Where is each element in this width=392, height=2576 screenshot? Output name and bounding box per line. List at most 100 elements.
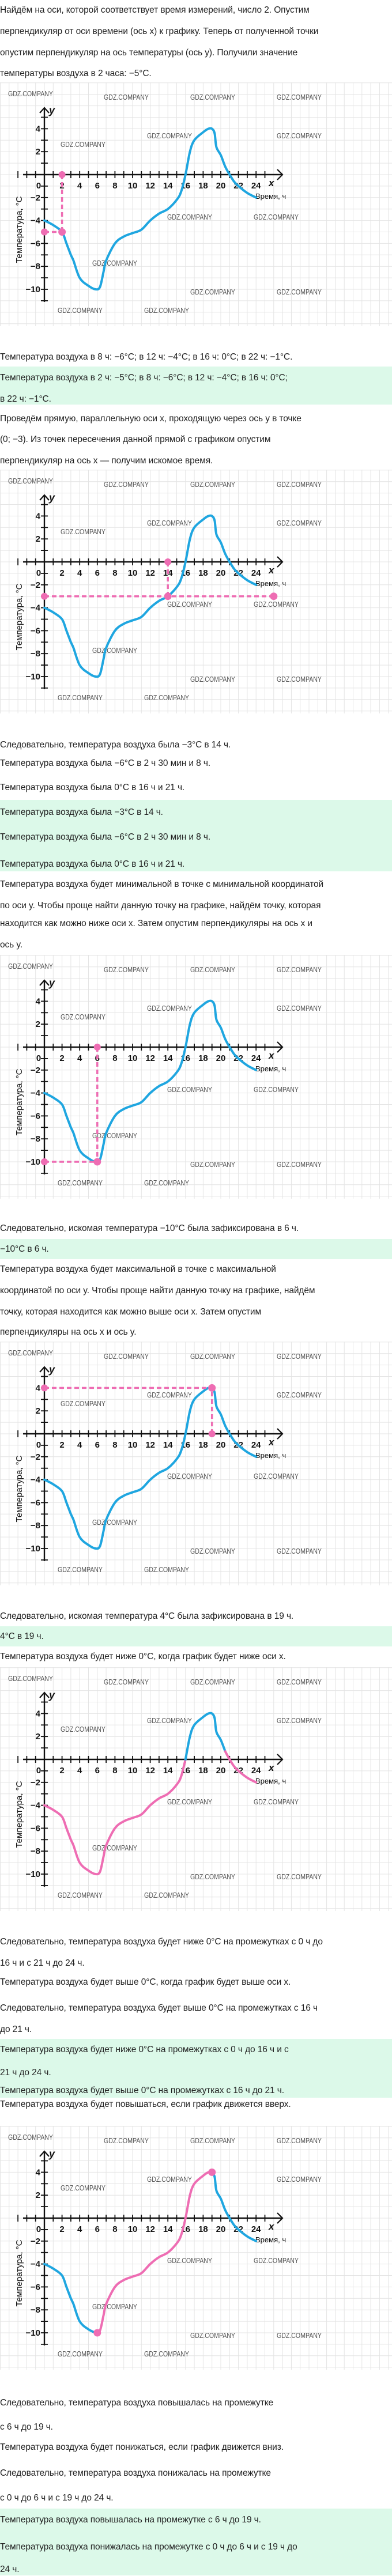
y-tick-label: −2	[31, 1452, 40, 1462]
answer-line: 21 ч до 24 ч.	[0, 2068, 51, 2078]
watermark: GDZ.COMPANY	[277, 1352, 322, 1361]
y-axis-name: y	[48, 1364, 55, 1376]
y-tick-label: 2	[36, 1019, 40, 1029]
watermark: GDZ.COMPANY	[277, 93, 322, 101]
watermark: GDZ.COMPANY	[61, 2184, 105, 2192]
answer-line: 4°C в 19 ч.	[0, 1631, 44, 1641]
extremum-marker	[93, 2329, 101, 2337]
y-axis-point-marker	[41, 228, 48, 236]
y-tick-label: −6	[31, 1823, 40, 1833]
text-line: Проведём прямую, параллельную оси x, про…	[0, 414, 301, 424]
y-tick-label: −10	[26, 1157, 40, 1167]
watermark: GDZ.COMPANY	[277, 519, 322, 527]
y-tick-label: −4	[31, 603, 41, 613]
y-axis-name: y	[48, 105, 55, 116]
x-tick-label: 8	[112, 2224, 117, 2234]
x-tick-label: 8	[112, 1766, 117, 1776]
watermark: GDZ.COMPANY	[277, 1678, 322, 1686]
text-line: Температура воздуха будет ниже 0°C, когд…	[0, 1652, 286, 1661]
x-axis-arrow-icon	[277, 1041, 284, 1053]
temperature-curve	[43, 514, 258, 678]
text-line: координатой по оси y. Чтобы проще найти …	[0, 1286, 315, 1295]
watermark: GDZ.COMPANY	[147, 1716, 192, 1725]
y-tick-label: −8	[31, 1134, 40, 1144]
x-axis-name: x	[268, 565, 275, 576]
watermark: GDZ.COMPANY	[92, 1844, 137, 1852]
text-line: Температура воздуха в 8 ч: −6°C; в 12 ч:…	[0, 352, 293, 362]
watermark: GDZ.COMPANY	[254, 2256, 299, 2265]
watermark: GDZ.COMPANY	[167, 1797, 212, 1806]
x-axis-name: x	[268, 177, 275, 188]
x-tick-label: 8	[112, 181, 117, 191]
watermark: GDZ.COMPANY	[61, 1725, 105, 1733]
y-tick-label: 2	[36, 2190, 40, 2200]
watermark: GDZ.COMPANY	[144, 1179, 189, 1187]
y-axis-point-marker	[41, 1384, 48, 1392]
x-tick-label: 10	[128, 181, 138, 191]
chart-svg: GDZ.COMPANY GDZ.COMPANY GDZ.COMPANY GDZ.COM…	[0, 1342, 392, 1585]
x-tick-label: 6	[95, 1440, 100, 1450]
y-tick-label: −10	[26, 672, 40, 682]
watermark: GDZ.COMPANY	[61, 140, 105, 149]
y-axis-point-marker	[41, 1158, 48, 1165]
answer-line: Температура воздуха была −3°C в 14 ч.	[0, 807, 163, 817]
y-tick-label: −2	[31, 193, 40, 203]
text-line: (0; −3). Из точек пересечения данной пря…	[0, 435, 271, 444]
watermark: GDZ.COMPANY	[147, 519, 192, 527]
y-axis-arrow-icon	[39, 2150, 50, 2157]
x-tick-label: 2	[59, 1053, 64, 1063]
x-tick-label: 14	[163, 181, 173, 191]
watermark: GDZ.COMPANY	[104, 2136, 149, 2145]
y-tick-label: −4	[31, 1089, 41, 1098]
watermark: GDZ.COMPANY	[190, 2331, 235, 2340]
x-axis-label: Время, ч	[255, 1064, 286, 1073]
y-tick-label: 4	[36, 124, 41, 134]
y-tick-label: −8	[31, 2305, 40, 2315]
x-tick-label: 4	[77, 568, 82, 578]
x-tick-label: 24	[251, 181, 261, 191]
x-tick-label: 24	[251, 2224, 261, 2234]
text-line: Следовательно, температура воздуха пониж…	[0, 2468, 271, 2478]
y-tick-label: −4	[31, 1475, 41, 1485]
x-tick-label: 10	[128, 1440, 138, 1450]
x-tick-label: 4	[77, 181, 82, 191]
watermark: GDZ.COMPANY	[277, 1547, 322, 1555]
watermark: GDZ.COMPANY	[144, 1891, 189, 1899]
chart-svg: GDZ.COMPANY GDZ.COMPANY GDZ.COMPANY GDZ.COM…	[0, 955, 392, 1199]
answer-line: 24 ч.	[0, 2564, 20, 2574]
watermark: GDZ.COMPANY	[190, 2136, 235, 2145]
text-line: Температура воздуха будет выше 0°C, когд…	[0, 1977, 291, 1987]
x-tick-label: 2	[59, 1766, 64, 1776]
y-axis-name: y	[48, 492, 55, 504]
y-axis-arrow-icon	[39, 979, 50, 986]
answer-box	[0, 367, 392, 405]
answer-box	[0, 800, 392, 871]
watermark: GDZ.COMPANY	[58, 1891, 103, 1899]
x-tick-label: 6	[95, 2224, 100, 2234]
x-axis-name: x	[268, 1050, 275, 1061]
y-tick-label: 4	[36, 1709, 41, 1718]
watermark: GDZ.COMPANY	[190, 1678, 235, 1686]
answer-line: Температура воздуха будет выше 0°C на пр…	[0, 2086, 284, 2095]
x-axis-label: Время, ч	[255, 192, 286, 201]
watermark: GDZ.COMPANY	[144, 306, 189, 315]
y-axis-name: y	[48, 977, 55, 989]
watermark: GDZ.COMPANY	[8, 2133, 53, 2141]
x-axis-label: Время, ч	[255, 579, 286, 588]
x-tick-label: 12	[145, 568, 155, 578]
x-axis-arrow-icon	[277, 1428, 284, 1440]
y-tick-label: 4	[36, 1383, 41, 1393]
x-tick-label: 0	[36, 1766, 41, 1776]
text-line: с 6 ч до 19 ч.	[0, 2422, 53, 2432]
x-tick-label: 6	[95, 568, 100, 578]
text-line: с 0 ч до 6 ч и с 19 ч до 24 ч.	[0, 2493, 114, 2503]
text-line: температуры воздуха в 2 часа: −5°C.	[0, 69, 152, 78]
y-tick-label: −10	[26, 285, 40, 294]
x-axis-point-marker	[58, 171, 66, 178]
watermark: GDZ.COMPANY	[8, 1349, 53, 1357]
chart-svg: GDZ.COMPANY GDZ.COMPANY GDZ.COMPANY GDZ.COM…	[0, 2126, 392, 2370]
answer-box	[0, 2509, 392, 2575]
x-tick-label: 8	[112, 1440, 117, 1450]
x-tick-label: 24	[251, 1766, 261, 1776]
watermark: GDZ.COMPANY	[190, 965, 235, 974]
